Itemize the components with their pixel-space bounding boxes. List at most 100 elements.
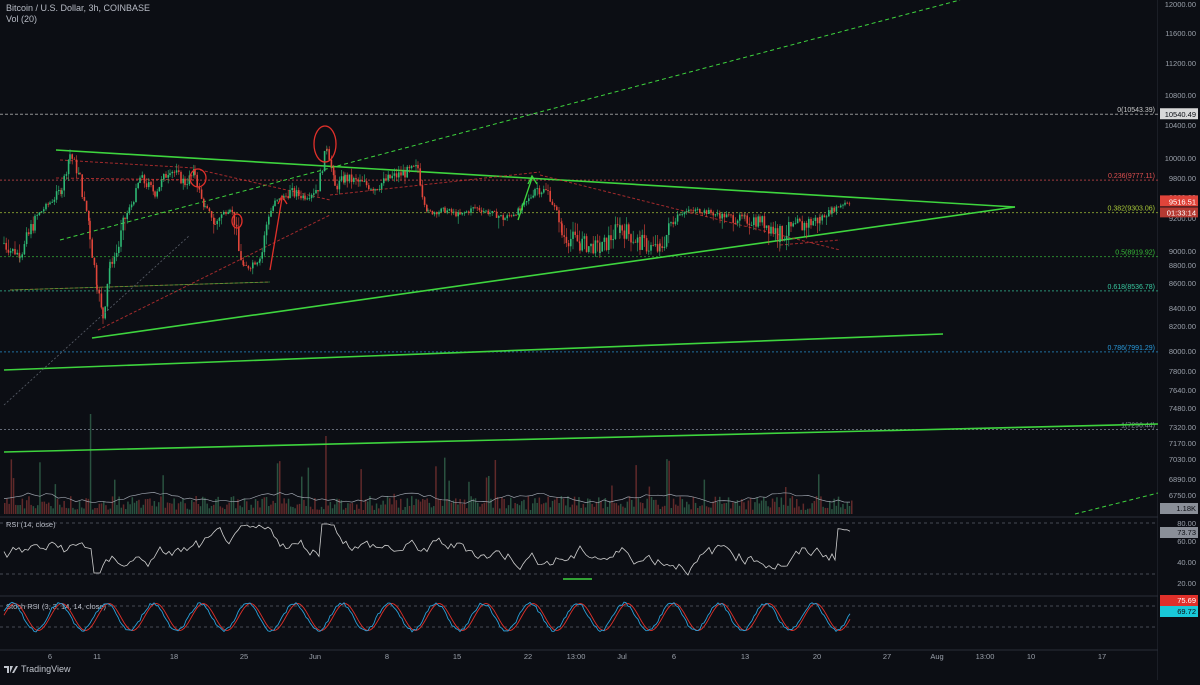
rsi-tick-label: 80.00 (1177, 519, 1196, 528)
volume-bar (382, 500, 384, 514)
candle-body (32, 224, 34, 231)
candle-body (111, 261, 113, 264)
resistance-line (779, 239, 841, 246)
volume-bar (371, 505, 373, 514)
candle-body (12, 248, 14, 252)
volume-bar (61, 507, 63, 514)
candle-body (91, 239, 93, 258)
candle-body (410, 165, 413, 169)
candle-body (440, 208, 442, 212)
volume-bar (525, 509, 527, 514)
candle-body (413, 165, 415, 167)
price-axis: 12000.00 11600.00 11200.00 10800.00 10400.00… (1158, 0, 1200, 680)
volume-bar (699, 506, 701, 514)
volume-bar (208, 508, 211, 514)
volume-bar (613, 502, 615, 514)
candle-body (218, 217, 221, 221)
candle-body (45, 203, 47, 210)
candle-body (585, 236, 588, 252)
time-tick-label: 11 (93, 652, 101, 661)
volume-bar (186, 508, 189, 514)
candle-body (247, 265, 250, 269)
volume-bar (171, 503, 173, 514)
candle-body (774, 228, 777, 234)
volume-bar (268, 506, 270, 514)
volume-bar (752, 509, 754, 514)
volume-bar (593, 506, 596, 514)
candle-body (792, 223, 794, 227)
volume-bar (373, 509, 376, 514)
volume-bar (492, 507, 494, 514)
resistance-line (97, 214, 331, 331)
candle-body (61, 190, 63, 195)
volume-bar (226, 504, 228, 514)
candle-body (825, 216, 828, 218)
volume-bar (246, 501, 248, 514)
volume-bar (151, 505, 153, 514)
candle-body (574, 231, 576, 235)
candle-body (648, 250, 650, 252)
volume-bar (305, 506, 307, 514)
volume-bar (105, 505, 107, 514)
price-tick-label: 11600.00 (1165, 29, 1196, 38)
candle-body (203, 198, 205, 207)
volume-bar (193, 502, 195, 514)
candle-body (291, 188, 293, 191)
volume-bar (107, 509, 109, 514)
volume-bar (239, 505, 241, 514)
candle-body (128, 207, 131, 214)
candle-body (308, 198, 311, 199)
volume-bar (329, 502, 332, 514)
candle-body (805, 222, 808, 228)
volume-bar (441, 505, 444, 514)
candle-body (398, 172, 400, 178)
volume-bar (307, 467, 310, 514)
volume-bar (424, 499, 426, 514)
volume-bar (54, 484, 57, 514)
volume-bar (637, 498, 640, 514)
candle-body (819, 216, 821, 221)
volume-bar (503, 498, 505, 514)
volume-bar (787, 505, 789, 514)
volume-bar (578, 497, 580, 514)
volume-bar (815, 496, 818, 514)
price-tick-label: 8200.00 (1169, 322, 1196, 331)
volume-bar (844, 508, 846, 514)
tradingview-logo[interactable]: TradingView (4, 664, 71, 674)
candle-body (58, 189, 60, 192)
candle-body (73, 158, 76, 160)
volume-bar (512, 508, 514, 514)
candle-body (175, 170, 178, 173)
volume-bar (617, 505, 620, 514)
candle-body (799, 218, 801, 221)
candle-body (124, 217, 126, 220)
countdown-box (1160, 207, 1198, 218)
time-tick-label: 17 (1098, 652, 1106, 661)
volume-bar (690, 509, 692, 514)
candle-body (173, 171, 176, 173)
candle-body (712, 213, 714, 216)
candle-body (293, 188, 296, 197)
candle-body (385, 178, 387, 181)
volume-bar (406, 498, 409, 514)
candle-body (741, 214, 743, 217)
volume-bar (26, 500, 28, 514)
candle-body (643, 234, 646, 239)
current-price-box (1160, 195, 1198, 207)
volume-bar (257, 500, 259, 514)
volume-bar (133, 502, 136, 514)
volume-bar (518, 505, 521, 514)
volume-bar (76, 509, 79, 514)
volume-bar (545, 502, 547, 514)
candle-body (113, 256, 116, 264)
candle-body (363, 181, 366, 182)
candle-body (543, 189, 545, 193)
candle-body (115, 253, 118, 257)
volume-bar (760, 500, 763, 514)
candle-body (502, 215, 504, 220)
candle-body (122, 217, 124, 231)
candle-body (556, 206, 558, 211)
volume-bar (580, 507, 582, 514)
